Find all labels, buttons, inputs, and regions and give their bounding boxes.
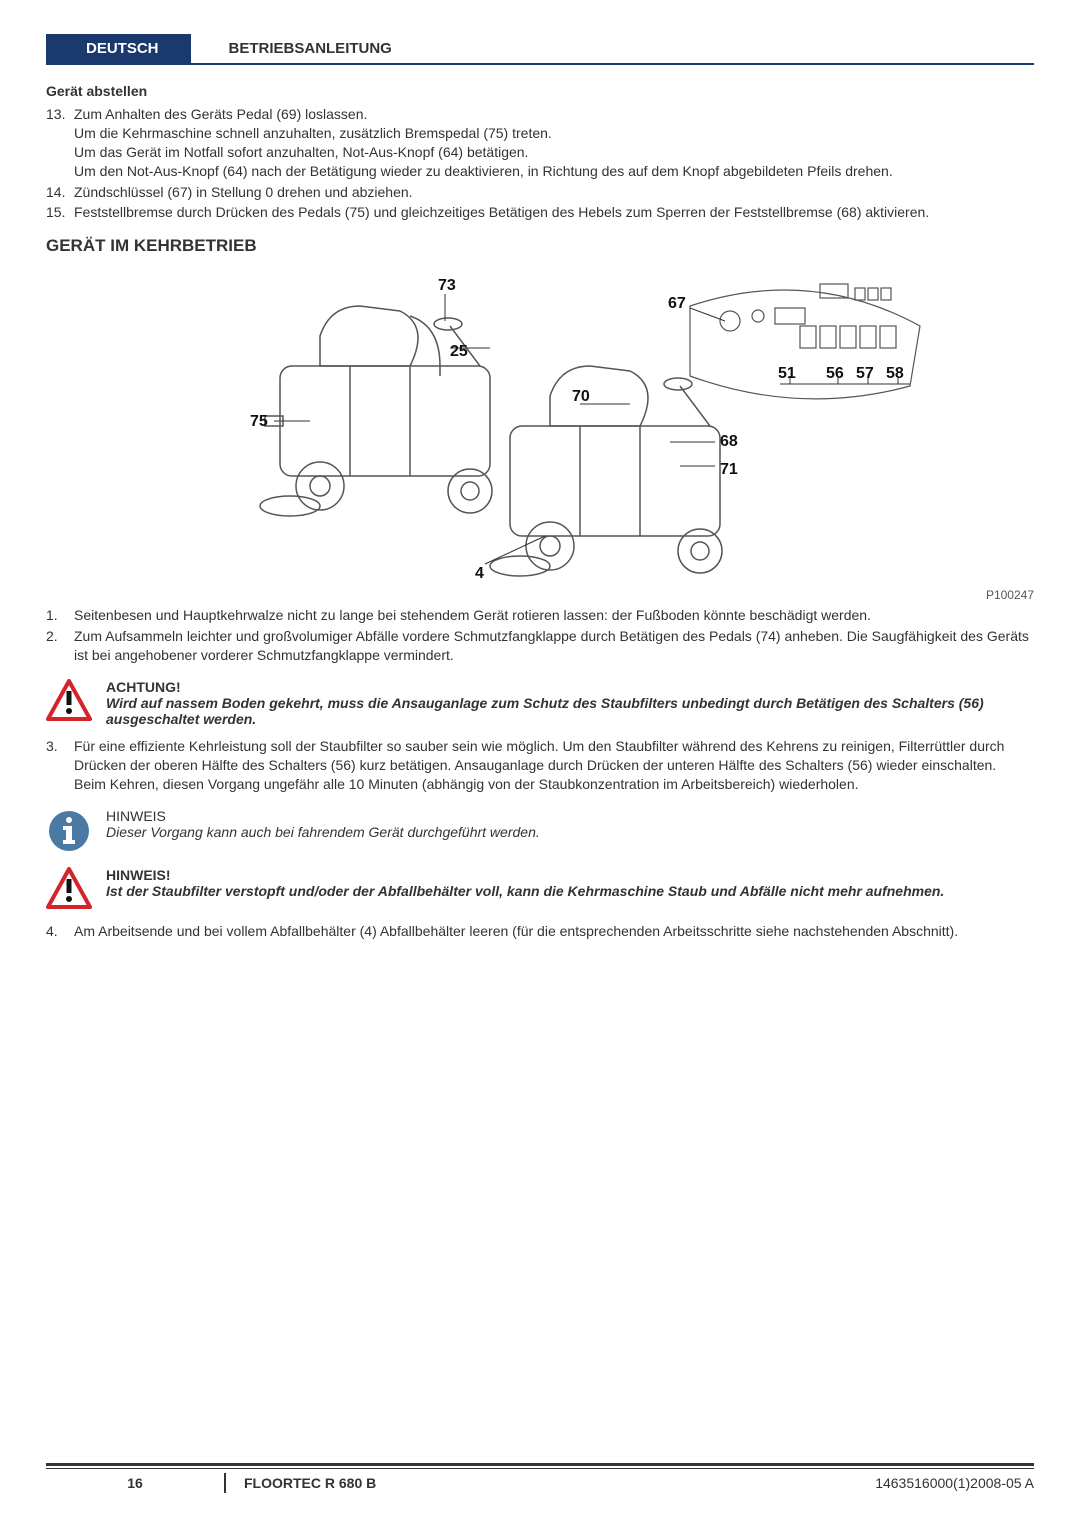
item-text: Seitenbesen und Hauptkehrwalze nicht zu … (74, 606, 1034, 625)
warning-callout-1: ACHTUNG! Wird auf nassem Boden gekehrt, … (46, 679, 1034, 727)
page-footer: 16 FLOORTEC R 680 B 1463516000(1)2008-05… (46, 1463, 1034, 1493)
item-number: 1. (46, 606, 74, 625)
item-number: 4. (46, 922, 74, 941)
header-bar: DEUTSCH BETRIEBSANLEITUNG (46, 34, 1034, 65)
warning-label: ACHTUNG! (106, 679, 1034, 695)
warning-body: ACHTUNG! Wird auf nassem Boden gekehrt, … (106, 679, 1034, 727)
list-item: 4.Am Arbeitsende und bei vollem Abfallbe… (46, 922, 1034, 941)
warning-text: Wird auf nassem Boden gekehrt, muss die … (106, 695, 1034, 727)
fig-label-51: 51 (778, 365, 796, 382)
fig-label-4: 4 (475, 565, 484, 582)
fig-label-56: 56 (826, 365, 844, 382)
list-geraet-abstellen: 13.Zum Anhalten des Geräts Pedal (69) lo… (46, 105, 1034, 222)
section1-title: Gerät abstellen (46, 83, 1034, 99)
warning-icon (46, 679, 92, 724)
info-label: HINWEIS (106, 808, 1034, 824)
item-text: Zündschlüssel (67) in Stellung 0 drehen … (74, 183, 1034, 202)
info-icon (46, 808, 92, 857)
item-text: Zum Aufsammeln leichter und großvolumige… (74, 627, 1034, 665)
page: DEUTSCH BETRIEBSANLEITUNG Gerät abstelle… (0, 0, 1080, 1527)
list-item: 2.Zum Aufsammeln leichter und großvolumi… (46, 627, 1034, 665)
section2-heading: GERÄT IM KEHRBETRIEB (46, 236, 1034, 256)
item-number: 3. (46, 737, 74, 794)
footer-page-number: 16 (46, 1473, 226, 1493)
fig-label-73: 73 (438, 277, 456, 294)
warning-text: Ist der Staubfilter verstopft und/oder d… (106, 883, 1034, 899)
figure-code: P100247 (46, 588, 1034, 602)
item-number: 14. (46, 183, 74, 202)
warning-icon (46, 867, 92, 912)
footer-doc-id: 1463516000(1)2008-05 A (875, 1473, 1034, 1493)
fig-label-25: 25 (450, 343, 468, 360)
warning-body: HINWEIS! Ist der Staubfilter verstopft u… (106, 867, 1034, 899)
list-item: 14.Zündschlüssel (67) in Stellung 0 dreh… (46, 183, 1034, 202)
item-text: Feststellbremse durch Drücken des Pedals… (74, 203, 1034, 222)
fig-label-67: 67 (668, 295, 686, 312)
item-text: Am Arbeitsende und bei vollem Abfallbehä… (74, 922, 1034, 941)
list-kehrbetrieb-a: 1.Seitenbesen und Hauptkehrwalze nicht z… (46, 606, 1034, 665)
item-text: Zum Anhalten des Geräts Pedal (69) losla… (74, 105, 1034, 181)
header-language: DEUTSCH (46, 34, 191, 63)
warning-label: HINWEIS! (106, 867, 1034, 883)
item-number: 2. (46, 627, 74, 665)
item-number: 15. (46, 203, 74, 222)
list-item: 13.Zum Anhalten des Geräts Pedal (69) lo… (46, 105, 1034, 181)
info-body: HINWEIS Dieser Vorgang kann auch bei fah… (106, 808, 1034, 840)
item-number: 13. (46, 105, 74, 181)
machine-diagram: 73 25 75 70 4 67 68 71 51 56 57 58 (46, 266, 1034, 586)
fig-label-68: 68 (720, 433, 738, 450)
list-kehrbetrieb-c: 4.Am Arbeitsende und bei vollem Abfallbe… (46, 922, 1034, 941)
warning-callout-2: HINWEIS! Ist der Staubfilter verstopft u… (46, 867, 1034, 912)
footer-model: FLOORTEC R 680 B (226, 1473, 875, 1493)
item-text: Für eine effiziente Kehrleistung soll de… (74, 737, 1034, 794)
info-text: Dieser Vorgang kann auch bei fahrendem G… (106, 824, 1034, 840)
list-item: 1.Seitenbesen und Hauptkehrwalze nicht z… (46, 606, 1034, 625)
header-title: BETRIEBSANLEITUNG (191, 34, 392, 63)
fig-label-75: 75 (250, 413, 268, 430)
fig-label-57: 57 (856, 365, 874, 382)
info-callout: HINWEIS Dieser Vorgang kann auch bei fah… (46, 808, 1034, 857)
fig-label-70: 70 (572, 388, 590, 405)
fig-label-58: 58 (886, 365, 904, 382)
list-item: 3.Für eine effiziente Kehrleistung soll … (46, 737, 1034, 794)
list-item: 15.Feststellbremse durch Drücken des Ped… (46, 203, 1034, 222)
fig-label-71: 71 (720, 461, 738, 478)
list-kehrbetrieb-b: 3.Für eine effiziente Kehrleistung soll … (46, 737, 1034, 794)
